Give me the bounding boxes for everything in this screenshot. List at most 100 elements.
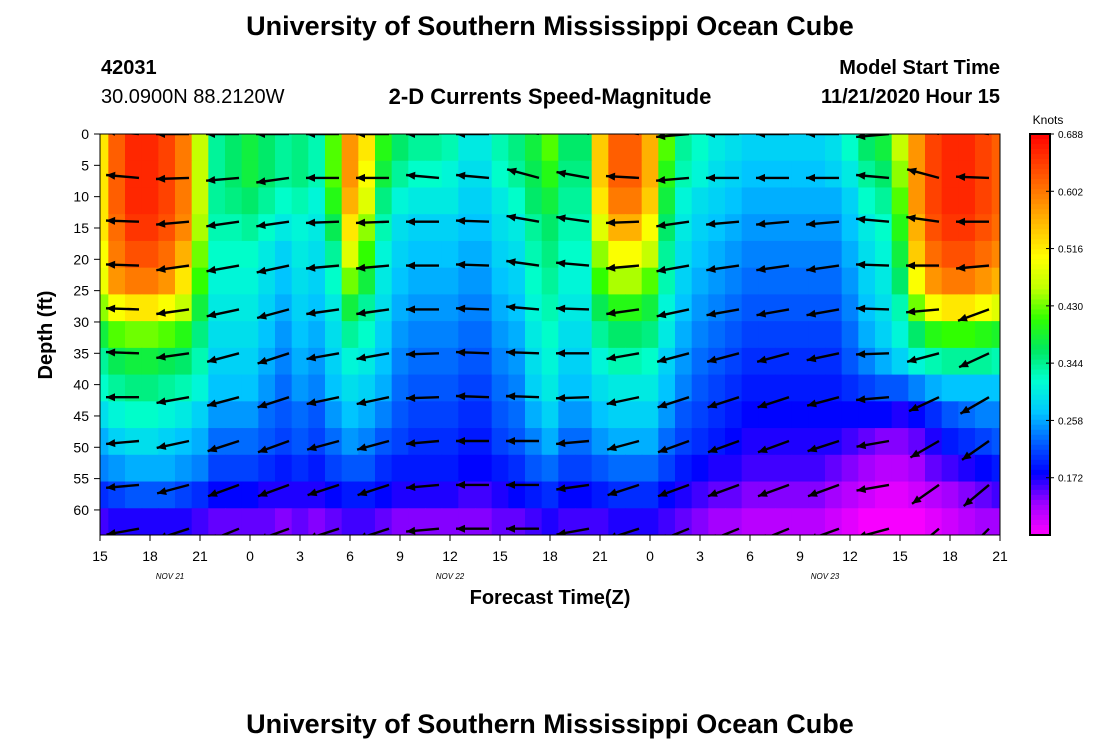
current-vector	[607, 483, 640, 497]
heatmap-cell	[291, 454, 309, 483]
heatmap-cell	[458, 481, 476, 509]
heatmap-cell	[358, 321, 376, 349]
heatmap-cell	[208, 187, 226, 215]
heatmap-cell	[141, 267, 159, 295]
heatmap-cell	[225, 347, 243, 376]
heatmap-cell	[825, 134, 843, 162]
current-vector	[356, 173, 389, 182]
heatmap-cell	[908, 187, 926, 215]
heatmap-cell	[858, 187, 876, 215]
heatmap-cell	[125, 187, 143, 215]
heatmap-cell	[325, 347, 343, 376]
heatmap-cell	[158, 508, 176, 535]
heatmap-cell	[941, 374, 959, 402]
heatmap-cell	[100, 508, 109, 535]
heatmap-cell	[975, 134, 993, 162]
current-vector	[755, 219, 790, 228]
current-vector	[706, 308, 740, 318]
current-vector	[806, 396, 840, 408]
heatmap-cell	[475, 134, 493, 162]
heatmap-cell	[958, 160, 976, 189]
y-tick-label: 25	[73, 283, 89, 299]
x-tick-label: 21	[592, 548, 608, 564]
current-vector	[356, 308, 390, 317]
y-tick-label: 20	[73, 251, 89, 267]
heatmap-cell	[291, 428, 309, 456]
y-tick-label: 35	[73, 345, 89, 361]
heatmap-cell	[491, 401, 509, 429]
model-start-label: Model Start Time	[839, 57, 1000, 79]
heatmap-cell	[625, 454, 643, 483]
heatmap-cell	[258, 267, 276, 295]
heatmap-cell	[591, 347, 609, 376]
heatmap-cell	[641, 401, 659, 429]
heatmap-cell	[358, 347, 376, 376]
current-vector	[859, 527, 890, 535]
heatmap-cell	[641, 160, 659, 189]
colorbar-swatch	[1030, 424, 1050, 431]
x-tick-label: 15	[92, 548, 108, 564]
heatmap-cell	[808, 374, 826, 402]
heatmap-cell	[208, 294, 226, 322]
current-vector	[805, 219, 840, 228]
x-tick-label: 9	[796, 548, 804, 564]
heatmap-cell	[258, 160, 276, 189]
heatmap-cell	[391, 134, 409, 162]
colorbar-swatch	[1030, 459, 1050, 466]
current-vector	[405, 439, 440, 448]
heatmap-cell	[658, 321, 676, 349]
heatmap-cell	[941, 294, 959, 322]
current-vector	[856, 483, 890, 493]
current-vector	[705, 219, 740, 228]
y-tick-label: 50	[73, 439, 89, 455]
colorbar-swatch	[1030, 489, 1050, 496]
heatmap-cell	[491, 347, 509, 376]
heatmap-cell	[841, 481, 859, 509]
heatmap-cell	[891, 401, 909, 429]
colorbar-swatch	[1030, 149, 1050, 155]
current-vector	[906, 167, 940, 180]
colorbar-swatch	[1030, 314, 1050, 321]
heatmap-cell	[358, 134, 376, 162]
heatmap-cell	[658, 401, 676, 429]
heatmap-cell	[925, 347, 943, 376]
y-tick-label: 10	[73, 189, 89, 205]
colorbar-swatch	[1030, 144, 1050, 150]
heatmap-cell	[875, 481, 893, 509]
heatmap-cell	[100, 428, 109, 456]
heatmap-cell	[575, 481, 593, 509]
heatmap-cell	[191, 134, 209, 162]
heatmap-cell	[858, 401, 876, 429]
heatmap-cell	[858, 428, 876, 456]
current-vector	[855, 350, 890, 359]
heatmap-cell	[308, 428, 326, 456]
heatmap-cell	[658, 374, 676, 402]
heatmap-cell	[458, 187, 476, 215]
heatmap-cell	[425, 214, 443, 242]
heatmap-cell	[141, 347, 159, 376]
heatmap-cell	[491, 214, 509, 242]
heatmap-cell	[191, 347, 209, 376]
heatmap-cell	[958, 454, 976, 483]
current-vector	[757, 396, 790, 409]
heatmap-cell	[658, 454, 676, 483]
heatmap-cell	[875, 214, 893, 242]
heatmap-cell	[391, 481, 409, 509]
heatmap-cell	[675, 187, 693, 215]
current-vector	[806, 134, 839, 138]
heatmap-cell	[991, 347, 1000, 376]
heatmap-cell	[775, 374, 793, 402]
heatmap-cell	[791, 454, 809, 483]
heatmap-cell	[375, 214, 393, 242]
colorbar-swatch	[1030, 479, 1050, 486]
current-vector	[106, 393, 139, 402]
heatmap-cell	[341, 321, 359, 349]
current-vector	[307, 483, 340, 497]
heatmap-cell	[708, 508, 726, 535]
heatmap-cell	[625, 374, 643, 402]
heatmap-cell	[541, 347, 559, 376]
y-tick-label: 45	[73, 408, 89, 424]
heatmap-cell	[425, 454, 443, 483]
current-vector	[206, 264, 240, 274]
heatmap-cell	[958, 214, 976, 242]
